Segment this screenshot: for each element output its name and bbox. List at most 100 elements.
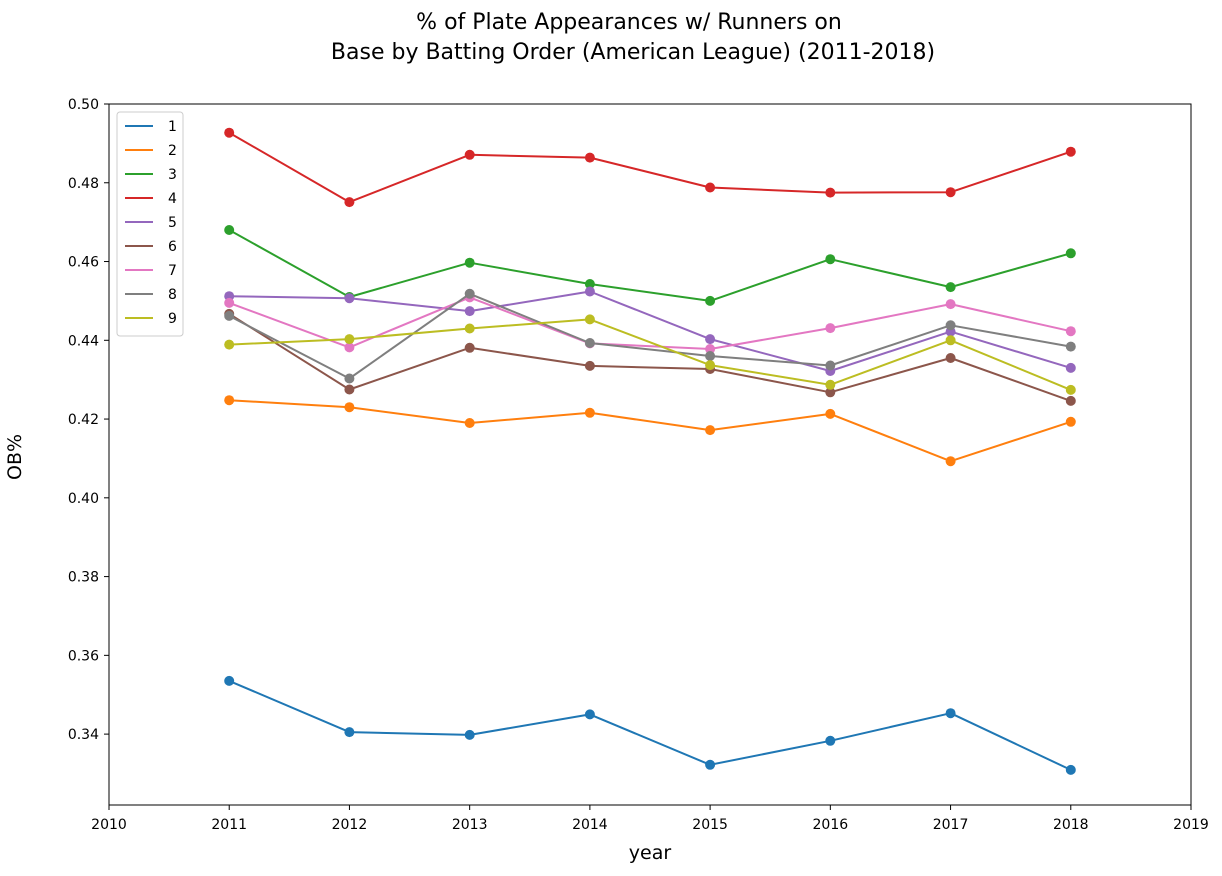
x-tick-label: 2018: [1053, 817, 1089, 833]
series-5-line: [229, 290, 1072, 372]
series-9-point: [1065, 384, 1076, 395]
series-3-point: [825, 254, 836, 265]
y-tick-label: 0.42: [68, 412, 99, 428]
series-9-line: [229, 318, 1072, 391]
y-tick-label: 0.34: [68, 727, 99, 743]
series-7-point: [344, 342, 355, 353]
legend-label: 5: [168, 215, 177, 231]
series-3-point: [224, 225, 235, 235]
series-4-point: [584, 152, 595, 163]
series-2-line: [229, 399, 1072, 463]
series-8-point: [344, 373, 355, 384]
series-9-point: [224, 339, 235, 350]
legend-label: 8: [168, 287, 177, 303]
series-9-point: [464, 323, 475, 334]
series-4-point: [464, 149, 475, 160]
y-tick-label: 0.50: [68, 97, 99, 113]
series-6-point: [825, 387, 836, 398]
chart-title: % of Plate Appearances w/ Runners on Bas…: [331, 10, 935, 65]
series-9-point: [344, 334, 355, 345]
legend-label: 1: [168, 119, 177, 135]
series-6-point: [584, 360, 595, 371]
series-7-point: [1065, 326, 1076, 337]
series-8-point: [584, 338, 595, 348]
series-6-point: [464, 342, 475, 353]
chart-title-line-2: Base by Batting Order (American League) …: [331, 40, 935, 65]
legend: 1 2 3 4 5 6 7 8 9: [116, 111, 184, 337]
y-tick-label: 0.40: [68, 491, 99, 507]
series-4-point: [705, 182, 716, 193]
legend-label: 7: [168, 263, 177, 279]
x-axis: 2010 2011 2012 2013 2014 2015 2016 2017 2018 2019: [91, 805, 1209, 833]
series-9-point: [705, 360, 716, 371]
series-3-point: [1065, 248, 1076, 259]
series-4-point: [1065, 146, 1076, 157]
series-4-point: [825, 187, 836, 198]
y-axis: 0.34 0.36 0.38 0.40 0.42 0.44 0.46 0.48 0.50: [68, 97, 109, 743]
series-3-point: [945, 282, 956, 293]
x-tick-label: 2010: [91, 817, 127, 833]
series-6-point: [344, 384, 355, 395]
series-9-point: [584, 314, 595, 325]
series-9-point: [825, 379, 836, 390]
series-8-point: [1065, 341, 1076, 352]
legend-label: 2: [168, 143, 177, 159]
series-7-point: [825, 323, 836, 334]
series-1-point: [705, 759, 716, 770]
series-6-line: [228, 313, 1072, 402]
y-tick-label: 0.46: [68, 255, 99, 271]
series-2-point: [825, 408, 836, 419]
series-3-line: [228, 229, 1072, 302]
series-8-point: [464, 288, 475, 299]
series-8-point: [224, 310, 235, 321]
y-axis-label: OB%: [4, 434, 26, 480]
series-7-point: [945, 299, 956, 310]
series-4-point: [945, 187, 956, 198]
legend-frame: [116, 111, 184, 337]
x-tick-label: 2011: [211, 817, 247, 833]
series-4-point: [224, 127, 235, 138]
legend-label: 9: [168, 311, 177, 327]
series-1-point: [1065, 764, 1076, 775]
series-6-point: [1065, 395, 1076, 406]
chart-title-line-1: % of Plate Appearances w/ Runners on: [416, 10, 842, 35]
series-8-line: [228, 292, 1071, 380]
x-tick-label: 2012: [332, 817, 368, 833]
series-5-point: [705, 334, 716, 345]
y-tick-label: 0.48: [68, 176, 99, 192]
series-6-point: [945, 353, 956, 363]
y-tick-label: 0.38: [68, 570, 99, 586]
series-1-point: [464, 729, 475, 740]
series-5-point: [344, 293, 355, 304]
series-2-point: [1065, 416, 1076, 427]
series-5-point: [1065, 362, 1076, 373]
x-tick-label: 2019: [1173, 817, 1209, 833]
x-tick-label: 2017: [933, 817, 969, 833]
series-4-point: [344, 197, 355, 208]
series-8-point: [705, 351, 716, 361]
series-1-line: [228, 679, 1072, 771]
series-1-point: [344, 727, 355, 738]
series-2-point: [344, 402, 355, 413]
x-tick-label: 2016: [813, 817, 849, 833]
series-2-point: [945, 456, 956, 467]
legend-label: 3: [168, 167, 177, 183]
legend-label: 6: [168, 239, 177, 255]
series-7-point: [705, 344, 716, 354]
x-tick-label: 2015: [692, 817, 728, 833]
y-tick-label: 0.36: [68, 648, 99, 664]
series-5-point: [584, 286, 595, 297]
series-1-point: [584, 709, 595, 720]
series-2-point: [464, 418, 475, 428]
series-layer: [224, 127, 1076, 775]
series-5-point: [464, 306, 475, 317]
series-1-point: [224, 675, 235, 686]
series-1-point: [825, 735, 836, 746]
series-8-point: [945, 320, 956, 331]
series-9-point: [945, 335, 956, 346]
series-2-point: [224, 395, 235, 406]
series-3-point: [464, 257, 475, 268]
series-8-point: [825, 360, 836, 371]
x-tick-label: 2014: [572, 817, 608, 833]
